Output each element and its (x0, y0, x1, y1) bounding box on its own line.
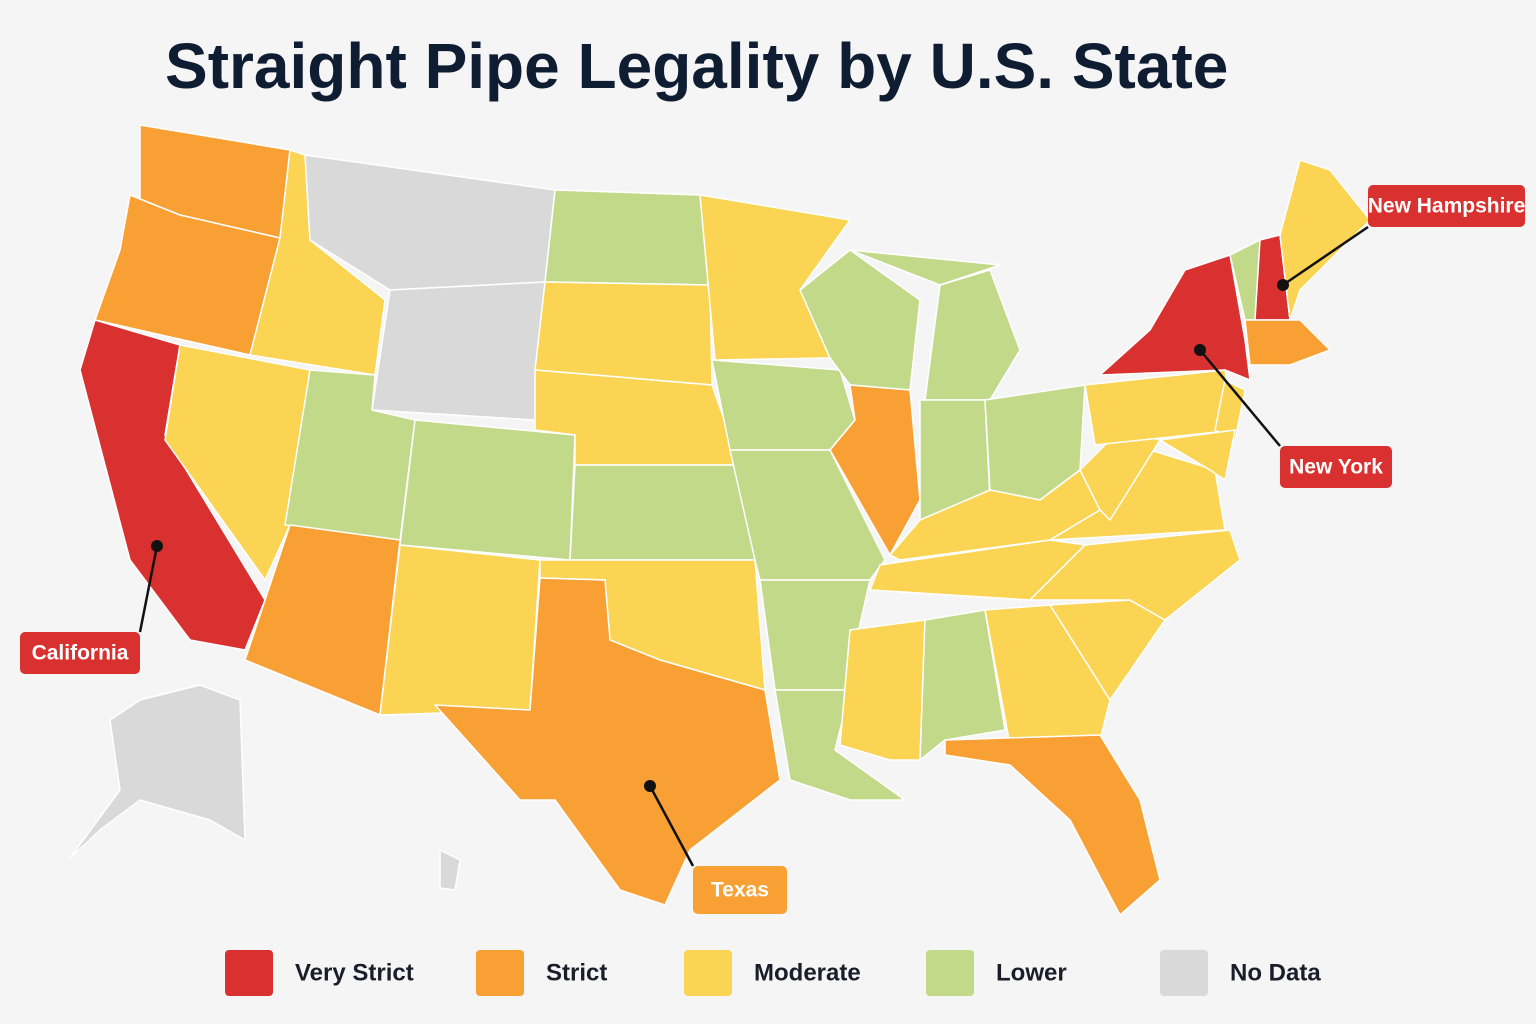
state (399, 419, 576, 561)
state (1049, 449, 1226, 541)
us-map (69, 124, 1371, 916)
state (1029, 529, 1241, 621)
legend: Very Strict Strict Moderate Lower No Data (225, 950, 1321, 996)
state (164, 344, 311, 581)
callout-leader (138, 545, 159, 633)
callout-box (20, 632, 140, 674)
legend-label: No Data (1230, 959, 1321, 986)
state (534, 281, 713, 386)
state (924, 269, 1021, 401)
state (1159, 429, 1236, 481)
callout-dot (1194, 344, 1206, 356)
legend-swatch (1160, 950, 1208, 996)
callout-label: Texas (711, 879, 769, 902)
state (839, 619, 926, 761)
callout-box (1280, 446, 1392, 488)
callout-box (693, 866, 787, 914)
legend-swatch (225, 950, 273, 996)
legend-swatch (684, 950, 732, 996)
callout-label: New Hampshire (1368, 195, 1526, 218)
state (244, 524, 401, 716)
state (984, 604, 1111, 746)
state (544, 189, 711, 286)
legend-label: Very Strict (295, 959, 414, 986)
state (439, 849, 461, 891)
callouts: California New Hampshire New York Texas (20, 185, 1525, 914)
state (944, 734, 1161, 916)
title: Straight Pipe Legality by U.S. State (165, 30, 1228, 102)
legend-label: Lower (996, 959, 1067, 986)
state (569, 464, 756, 561)
callout-label: California (32, 642, 129, 665)
callout-leader (648, 785, 695, 867)
state (69, 684, 246, 859)
callout-dot (151, 540, 163, 552)
callout-box (1368, 185, 1525, 227)
state (371, 281, 546, 421)
legend-swatch (926, 950, 974, 996)
state (434, 577, 781, 906)
callout-leader (1282, 225, 1369, 287)
state (919, 609, 1006, 761)
callout-leader (1199, 349, 1281, 447)
state (1244, 319, 1331, 366)
legend-swatch (476, 950, 524, 996)
callout-dot (1277, 279, 1289, 291)
state (711, 359, 856, 451)
state (379, 544, 541, 716)
legend-label: Moderate (754, 959, 861, 986)
callout-dot (644, 780, 656, 792)
state (849, 249, 1001, 286)
state (1099, 254, 1251, 381)
legend-label: Strict (546, 959, 607, 986)
callout-label: New York (1289, 456, 1383, 479)
